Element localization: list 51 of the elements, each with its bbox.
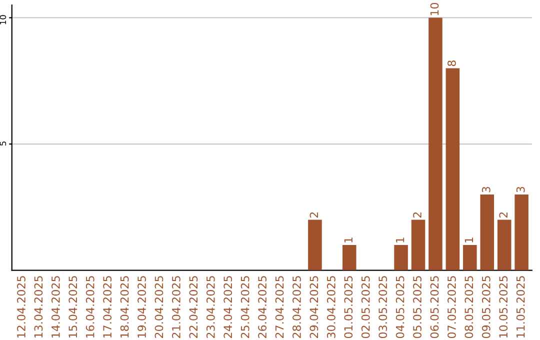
x-tick-label: 14.04.2025 [51, 276, 60, 338]
bar [428, 18, 442, 270]
bar [480, 194, 494, 270]
y-tick-label: 5 [0, 142, 6, 146]
x-tick-label: 24.04.2025 [224, 276, 232, 338]
x-tick-label: 28.04.2025 [292, 276, 301, 338]
x-tick-label: 16.04.2025 [86, 276, 94, 338]
x-tick-label: 01.05.2025 [344, 276, 353, 338]
x-tick-label: 22.04.2025 [189, 276, 198, 338]
x-tick-label: 29.04.2025 [310, 276, 318, 338]
data-label: 10 [430, 2, 439, 16]
data-label: 8 [448, 60, 456, 66]
x-tick-label: 08.05.2025 [464, 276, 474, 338]
x-tick-label: 25.04.2025 [240, 276, 250, 338]
x-tick-label: 17.04.2025 [103, 276, 112, 338]
data-label: 1 [396, 238, 404, 242]
data-label: 2 [413, 212, 422, 218]
x-tick-label: 04.05.2025 [396, 276, 404, 338]
data-label: 1 [344, 238, 352, 242]
bar [308, 220, 322, 270]
x-tick-label: 26.04.2025 [258, 276, 267, 338]
x-tick-label: 10.05.2025 [499, 276, 508, 338]
x-tick-label: 19.04.2025 [138, 276, 146, 338]
x-tick-label: 11.05.2025 [516, 276, 525, 338]
data-label: 1 [464, 238, 473, 242]
x-tick-label: 12.04.2025 [17, 276, 26, 338]
data-label: 2 [499, 212, 508, 218]
data-label: 2 [310, 212, 318, 218]
x-tick-label: 07.05.2025 [448, 276, 456, 338]
x-tick-label: 20.04.2025 [154, 276, 164, 338]
x-tick-label: 27.04.2025 [275, 276, 284, 338]
x-tick-label: 30.04.2025 [326, 276, 336, 338]
bar [394, 245, 408, 270]
x-tick-label: 02.05.2025 [361, 276, 370, 338]
x-tick-label: 09.05.2025 [482, 276, 490, 338]
data-label: 3 [516, 186, 525, 192]
x-tick-label: 05.05.2025 [413, 276, 422, 338]
bar [514, 194, 528, 270]
bar [497, 220, 512, 270]
bar [411, 220, 426, 270]
bar [446, 68, 460, 270]
x-tick-label: 06.05.2025 [430, 276, 439, 338]
bar [463, 245, 477, 270]
x-tick-label: 23.04.2025 [206, 276, 215, 338]
x-tick-label: 21.04.2025 [172, 276, 180, 338]
data-label: 3 [482, 186, 490, 192]
x-tick-label: 15.04.2025 [68, 276, 78, 338]
x-tick-label: 13.04.2025 [34, 276, 43, 338]
x-tick-label: 03.05.2025 [378, 276, 388, 338]
bar [342, 245, 356, 270]
x-tick-label: 18.04.2025 [120, 276, 129, 338]
